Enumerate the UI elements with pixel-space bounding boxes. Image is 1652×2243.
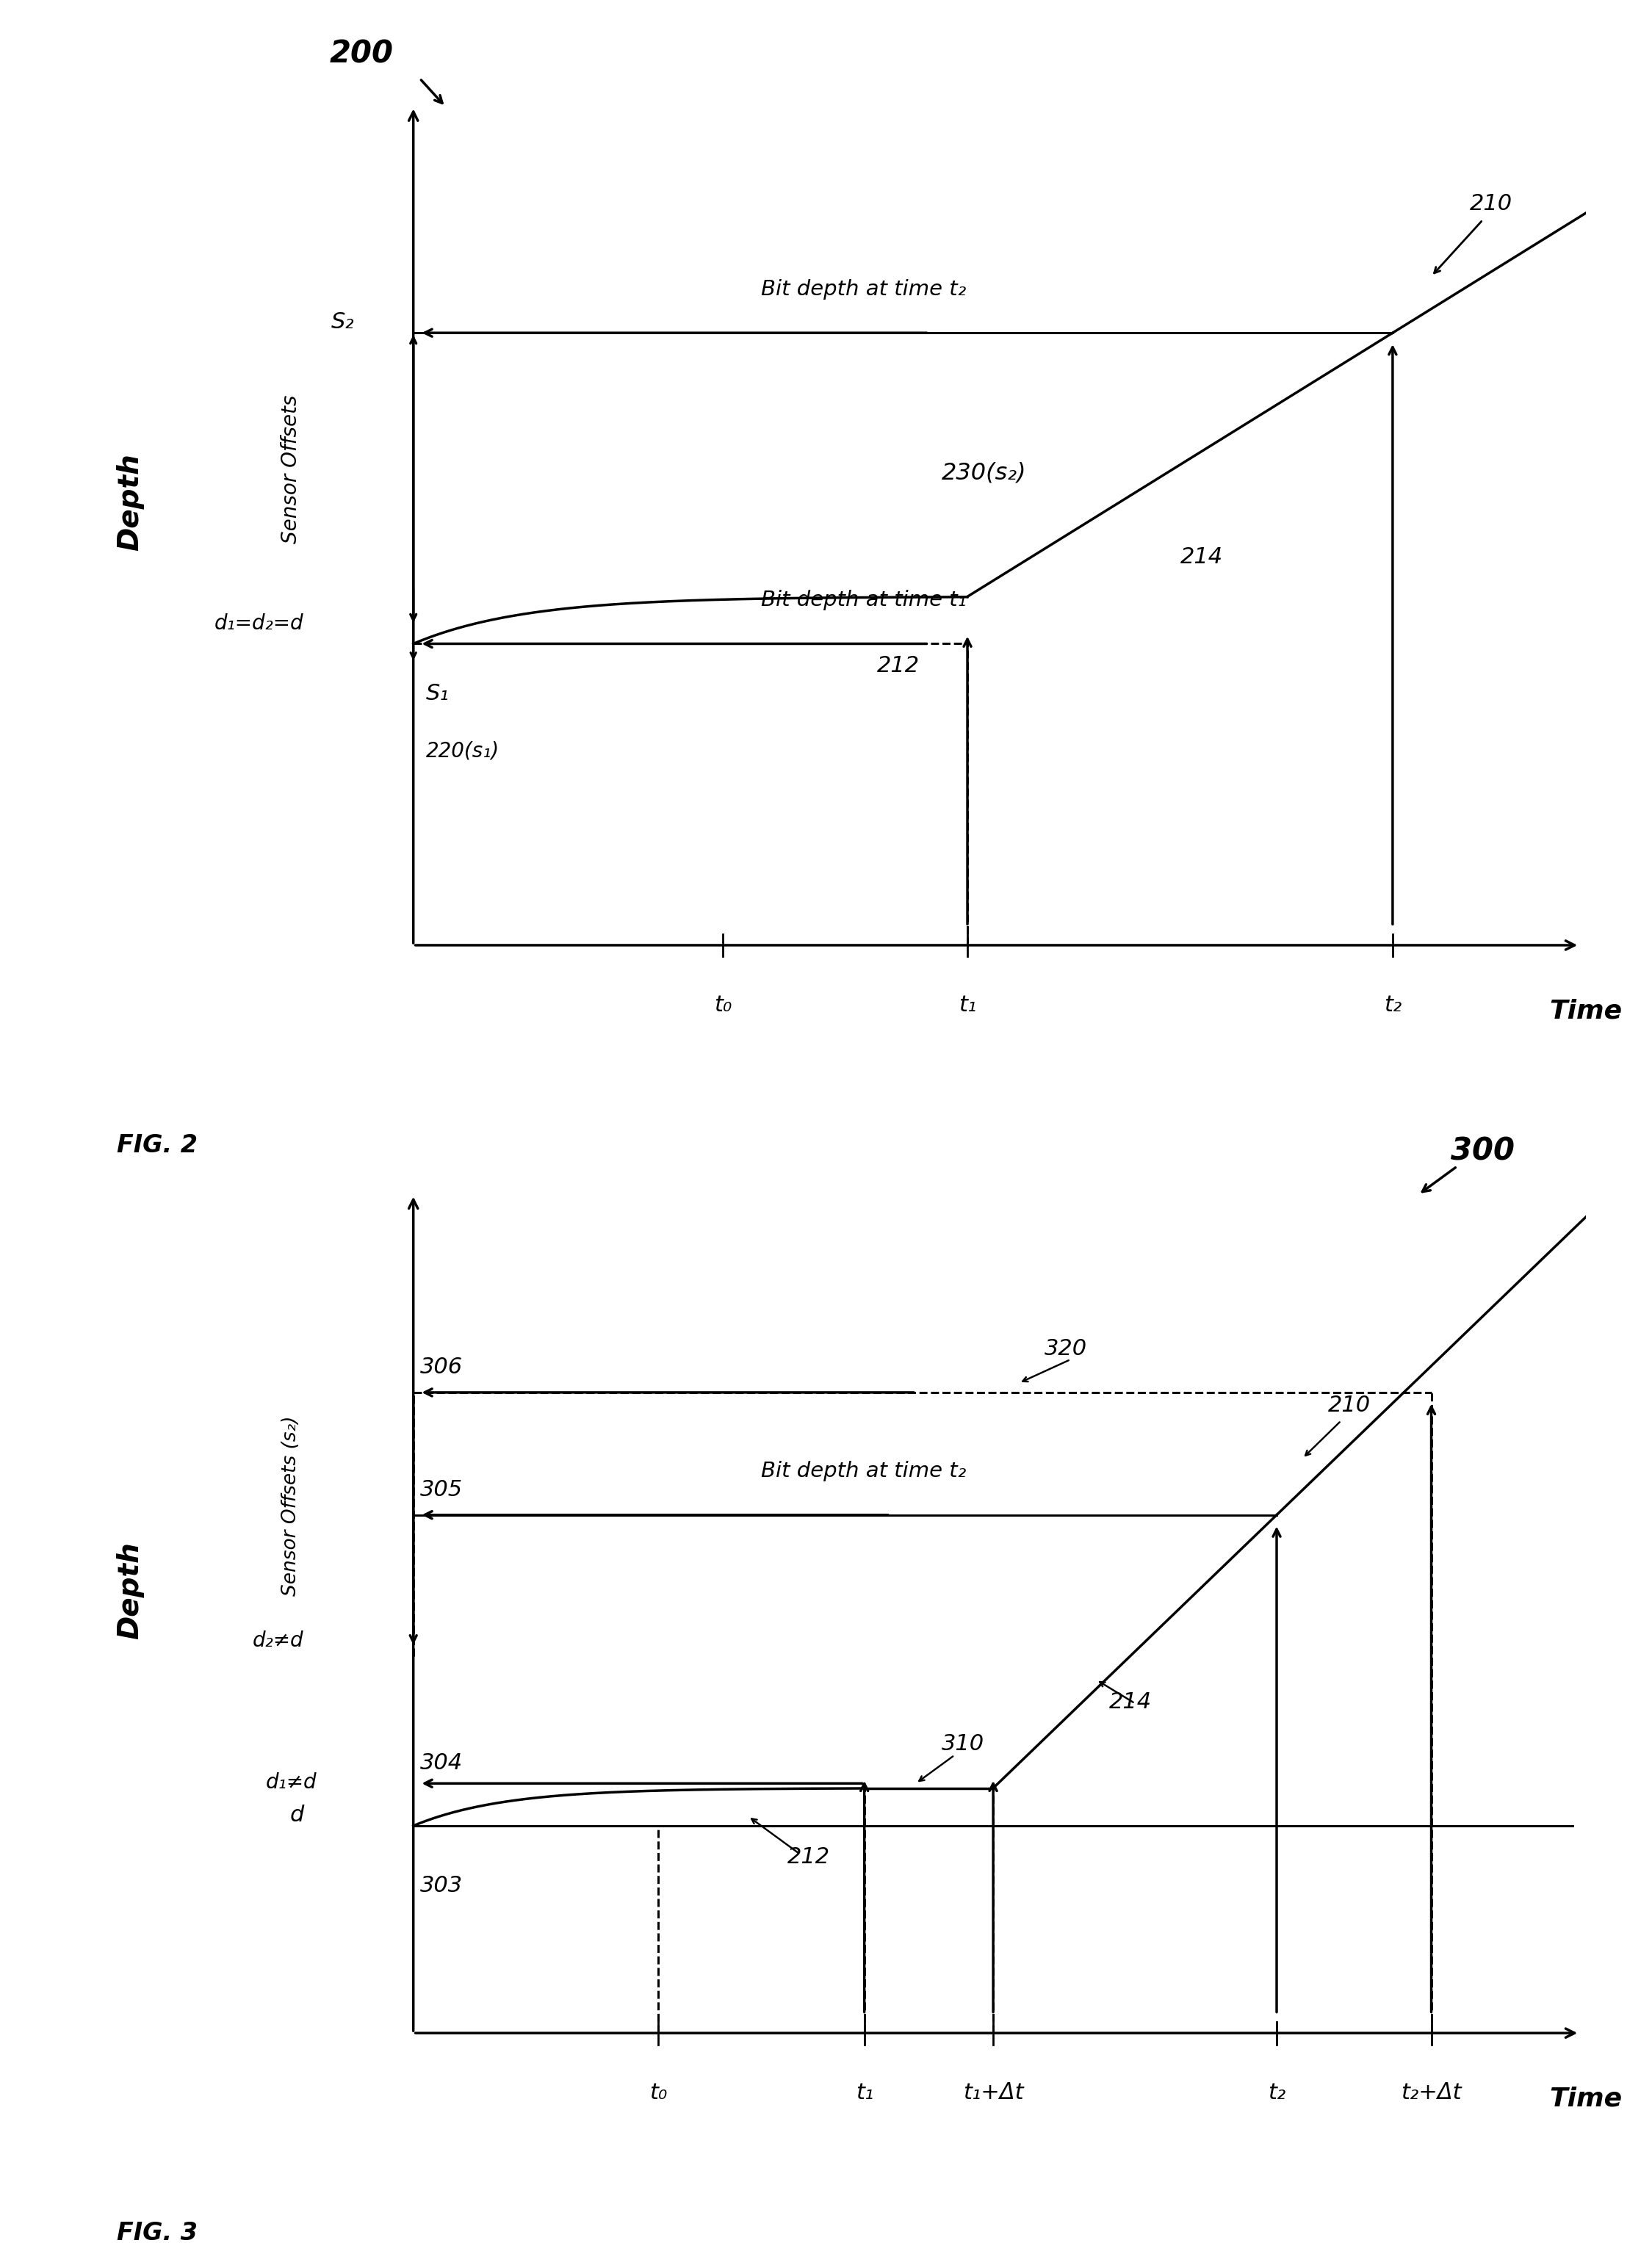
Text: 214: 214 (1108, 1691, 1151, 1711)
Text: FIG. 2: FIG. 2 (117, 1133, 198, 1157)
Text: t₀: t₀ (649, 2082, 667, 2104)
Text: 230(s₂): 230(s₂) (942, 462, 1026, 484)
Text: Sensor Offsets (s₂): Sensor Offsets (s₂) (281, 1415, 301, 1595)
Text: 300: 300 (1450, 1135, 1515, 1166)
Text: S₂: S₂ (330, 312, 354, 332)
Text: 220(s₁): 220(s₁) (426, 740, 501, 760)
Text: Time: Time (1550, 998, 1622, 1023)
Text: d: d (289, 1803, 304, 1826)
Text: Bit depth at time t₂: Bit depth at time t₂ (762, 278, 966, 301)
Text: 210: 210 (1470, 193, 1513, 215)
Text: 303: 303 (420, 1875, 463, 1895)
Text: t₁+Δt: t₁+Δt (963, 2082, 1024, 2104)
Text: 306: 306 (420, 1357, 463, 1377)
Text: 210: 210 (1328, 1395, 1371, 1415)
Text: 200: 200 (330, 38, 393, 70)
Text: 320: 320 (1044, 1337, 1087, 1359)
Text: Sensor Offsets: Sensor Offsets (281, 395, 301, 543)
Text: 212: 212 (786, 1846, 829, 1868)
Text: Depth: Depth (116, 1541, 144, 1640)
Text: Bit depth at time t₂: Bit depth at time t₂ (762, 1460, 966, 1483)
Text: 310: 310 (942, 1734, 985, 1754)
Text: 212: 212 (877, 655, 920, 677)
Text: Depth: Depth (116, 453, 144, 552)
Text: Bit depth at time t₁: Bit depth at time t₁ (762, 590, 966, 610)
Text: 214: 214 (1180, 547, 1222, 567)
Text: FIG. 3: FIG. 3 (117, 2221, 198, 2243)
Text: d₂≠d: d₂≠d (253, 1631, 304, 1651)
Text: t₂: t₂ (1384, 994, 1401, 1016)
Text: t₂+Δt: t₂+Δt (1401, 2082, 1462, 2104)
Text: Time: Time (1550, 2086, 1622, 2111)
Text: t₁: t₁ (856, 2082, 874, 2104)
Text: t₂: t₂ (1267, 2082, 1285, 2104)
Text: 304: 304 (420, 1752, 463, 1774)
Text: S₁: S₁ (426, 684, 449, 704)
Text: 305: 305 (420, 1478, 463, 1501)
Text: t₀: t₀ (714, 994, 732, 1016)
Text: d₁=d₂=d: d₁=d₂=d (215, 612, 304, 635)
Text: t₁: t₁ (958, 994, 976, 1016)
Text: d₁≠d: d₁≠d (266, 1772, 317, 1792)
